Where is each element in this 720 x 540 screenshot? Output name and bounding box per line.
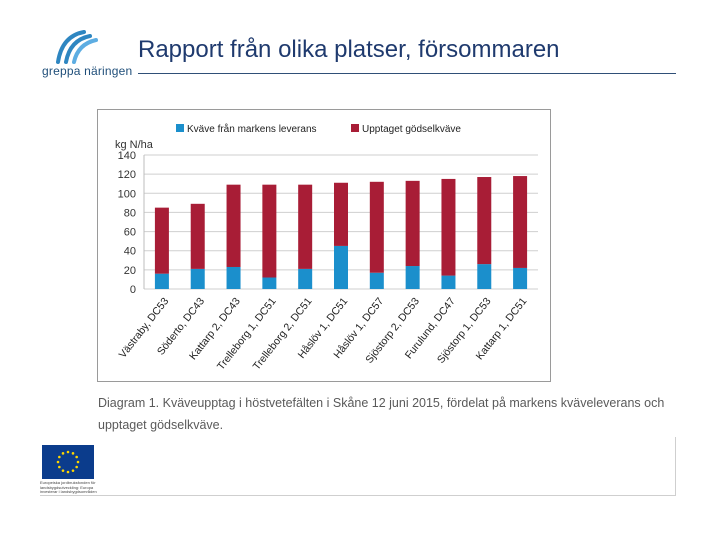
legend-label: Upptaget gödselkväve bbox=[362, 124, 461, 135]
legend-swatch bbox=[176, 124, 184, 132]
bar-fertilizer-nitrogen bbox=[334, 182, 348, 246]
y-tick-label: 80 bbox=[124, 207, 136, 219]
chart-frame: 0 20 40 60 80 100 120 140 Västraby, DC53 Söderto,… bbox=[97, 109, 551, 382]
bar-fertilizer-nitrogen bbox=[262, 184, 277, 278]
bar-soil-nitrogen bbox=[369, 272, 384, 289]
y-tick-label: 40 bbox=[124, 246, 136, 258]
bar-soil-nitrogen bbox=[405, 266, 420, 289]
bar-soil-nitrogen bbox=[477, 264, 492, 289]
legend: Kväve från markens leverans Upptaget göds… bbox=[176, 123, 461, 135]
y-tick-label: 60 bbox=[124, 227, 136, 239]
legend-label: Kväve från markens leverans bbox=[187, 123, 317, 135]
bar-soil-nitrogen bbox=[441, 275, 456, 289]
bar-fertilizer-nitrogen bbox=[441, 178, 456, 276]
bars bbox=[154, 176, 528, 289]
y-tick-label: 100 bbox=[118, 188, 136, 200]
footer-divider-vertical bbox=[675, 437, 676, 495]
bar-soil-nitrogen bbox=[513, 267, 528, 289]
bar-fertilizer-nitrogen bbox=[477, 177, 492, 265]
eu-funding-text: Europeiska jordbruksfonden för landsbygd… bbox=[40, 480, 97, 494]
bar-fertilizer-nitrogen bbox=[369, 181, 384, 273]
bar-fertilizer-nitrogen bbox=[405, 180, 420, 267]
legend-swatch bbox=[351, 124, 359, 132]
eu-flag-icon bbox=[42, 445, 94, 479]
bar-fertilizer-nitrogen bbox=[154, 207, 169, 274]
bar-soil-nitrogen bbox=[298, 268, 313, 289]
footer-divider bbox=[40, 495, 676, 496]
bar-soil-nitrogen bbox=[334, 245, 348, 289]
y-axis-label: kg N/ha bbox=[115, 139, 154, 151]
title-divider bbox=[138, 73, 676, 74]
y-tick-label: 20 bbox=[124, 265, 136, 277]
logo-text: greppa näringen bbox=[42, 64, 133, 78]
bar-fertilizer-nitrogen bbox=[190, 203, 205, 269]
y-tick-label: 120 bbox=[118, 169, 136, 181]
page-title: Rapport från olika platser, försommaren bbox=[138, 36, 560, 63]
greppa-logo-icon bbox=[56, 30, 98, 64]
bar-soil-nitrogen bbox=[154, 273, 169, 289]
bar-fertilizer-nitrogen bbox=[226, 184, 241, 267]
bar-soil-nitrogen bbox=[190, 268, 205, 289]
bar-soil-nitrogen bbox=[262, 277, 277, 289]
figure-caption: Diagram 1. Kväveupptag i höstvetefälten … bbox=[98, 396, 665, 432]
y-tick-label: 140 bbox=[118, 150, 136, 162]
bar-soil-nitrogen bbox=[226, 266, 241, 289]
bar-fertilizer-nitrogen bbox=[513, 176, 528, 268]
y-tick-label: 0 bbox=[130, 284, 136, 296]
bar-fertilizer-nitrogen bbox=[298, 184, 313, 269]
